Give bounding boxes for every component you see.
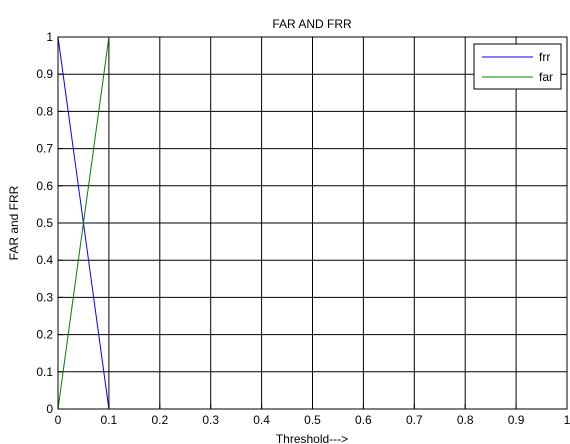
y-tick-label: 0.4: [36, 253, 53, 267]
x-tick-label: 0.5: [304, 413, 321, 427]
legend-label-far: far: [539, 70, 553, 84]
x-tick-label: 0.3: [202, 413, 219, 427]
y-tick-label: 0.3: [36, 290, 53, 304]
x-tick-label: 0.2: [151, 413, 168, 427]
x-tick-label: 0.4: [253, 413, 270, 427]
y-tick-labels: 0 0.1 0.2 0.3 0.4 0.5 0.6 0.7 0.8 0.9 1: [36, 30, 53, 416]
y-tick-label: 0.2: [36, 328, 53, 342]
grid-lines: [58, 37, 567, 409]
y-tick-label: 0.7: [36, 142, 53, 156]
axis-ticks: [57, 36, 568, 410]
x-tick-label: 1: [564, 413, 570, 427]
legend-box: [473, 43, 562, 90]
x-tick-labels: 0 0.1 0.2 0.3 0.4 0.5 0.6 0.7 0.8 0.9 1: [55, 413, 570, 427]
x-tick-label: 0.7: [406, 413, 423, 427]
y-tick-label: 1: [46, 30, 53, 44]
legend: frr far: [473, 43, 562, 90]
x-tick-label: 0.1: [101, 413, 118, 427]
x-tick-label: 0.6: [355, 413, 372, 427]
legend-label-frr: frr: [539, 50, 550, 64]
chart-title: FAR AND FRR: [272, 17, 352, 31]
y-tick-label: 0.9: [36, 67, 53, 81]
y-tick-label: 0.6: [36, 179, 53, 193]
x-tick-label: 0.8: [457, 413, 474, 427]
y-tick-label: 0: [46, 402, 53, 416]
y-tick-label: 0.8: [36, 104, 53, 118]
x-tick-label: 0.9: [508, 413, 525, 427]
x-tick-label: 0: [55, 413, 62, 427]
y-axis-label: FAR and FRR: [7, 185, 21, 260]
y-tick-label: 0.5: [36, 216, 53, 230]
y-tick-label: 0.1: [36, 365, 53, 379]
x-axis-label: Threshold--->: [276, 432, 348, 444]
